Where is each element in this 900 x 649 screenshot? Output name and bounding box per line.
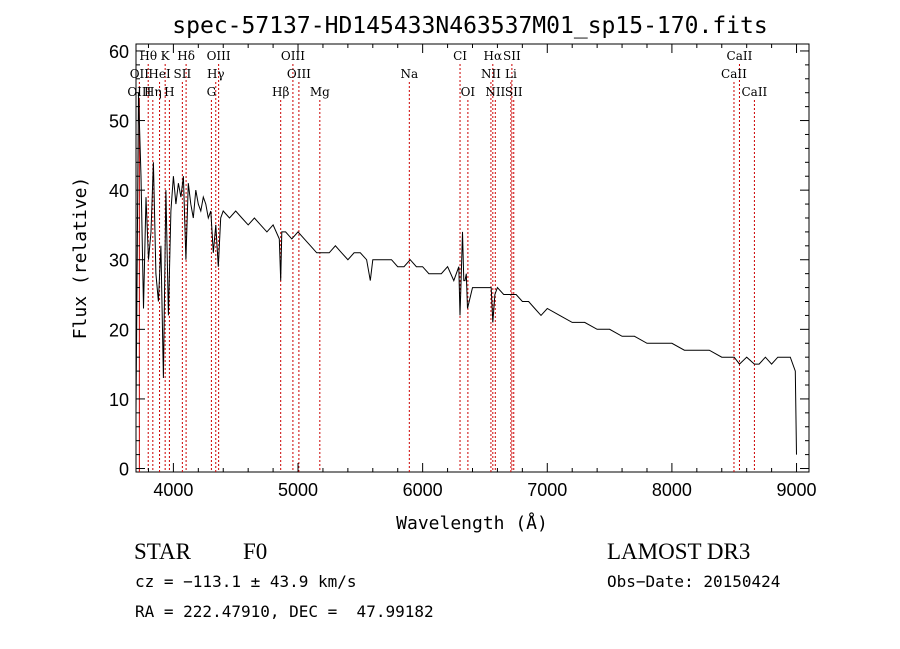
coordinates-line: RA = 222.47910, DEC = 47.99182 [135, 602, 434, 621]
flux-series-line [135, 92, 797, 455]
survey-label: LAMOST DR3 [607, 539, 751, 564]
y-tick-label: 30 [109, 251, 129, 271]
line-marker-label: CaII [741, 85, 767, 99]
chart-title: spec-57137-HD145433N463537M01_sp15-170.f… [172, 13, 767, 39]
y-axis-ticks: 0 10 20 30 40 50 60 [109, 42, 809, 480]
line-marker-label: NII [485, 85, 505, 99]
line-marker-label: NII [481, 67, 501, 81]
line-marker-label: G [207, 85, 217, 99]
line-marker-label: Hβ [272, 85, 289, 99]
line-marker-label: SII [505, 85, 523, 99]
y-tick-label: 60 [109, 42, 129, 62]
line-marker-label: Li [505, 67, 517, 81]
line-marker-label: Hη [144, 85, 162, 99]
obs-date-line: Obs−Date: 20150424 [607, 572, 781, 591]
line-marker-label: Na [400, 67, 418, 81]
line-marker-label: CI [453, 49, 467, 63]
line-marker-label: OIII [287, 67, 311, 81]
line-marker-label: Hδ [177, 49, 195, 63]
x-tick-label: 9000 [777, 480, 817, 500]
line-marker-label: OIII [207, 49, 231, 63]
line-marker-label: OII [130, 67, 150, 81]
plot-frame [135, 43, 810, 473]
line-marker-label: K [161, 49, 171, 63]
redshift-line: cz = −113.1 ± 43.9 km/s [135, 572, 357, 591]
line-marker-label: Hγ [207, 67, 225, 81]
x-tick-label: 4000 [153, 480, 193, 500]
line-marker-label: OI [461, 85, 476, 99]
x-tick-label: 8000 [652, 480, 692, 500]
y-tick-label: 20 [109, 320, 129, 340]
y-axis-label: Flux (relative) [70, 177, 91, 340]
y-tick-label: 40 [109, 181, 129, 201]
x-tick-label: 5000 [278, 480, 318, 500]
line-marker-label: SII [503, 49, 521, 63]
y-tick-label: 50 [109, 112, 129, 132]
object-class: STAR [134, 539, 191, 564]
x-axis-label: Wavelength (Å) [396, 512, 548, 534]
line-marker-label: CaII [721, 67, 747, 81]
line-marker-label: HeI [148, 67, 171, 81]
line-marker-label: Hα [484, 49, 503, 63]
y-tick-label: 0 [119, 460, 129, 480]
line-marker-label: SII [174, 67, 192, 81]
line-marker-label: CaII [727, 49, 753, 63]
line-marker-label: OIII [127, 85, 151, 99]
line-marker-label: OIII [281, 49, 305, 63]
x-tick-label: 6000 [403, 480, 443, 500]
y-tick-label: 10 [109, 390, 129, 410]
line-marker-label: Mg [310, 85, 330, 99]
spectral-subclass: F0 [243, 539, 268, 564]
line-marker-label: H [164, 85, 174, 99]
x-tick-label: 7000 [527, 480, 567, 500]
x-axis-ticks: 4000 5000 6000 7000 8000 9000 [147, 44, 817, 500]
line-marker-label: Hθ [139, 49, 157, 63]
